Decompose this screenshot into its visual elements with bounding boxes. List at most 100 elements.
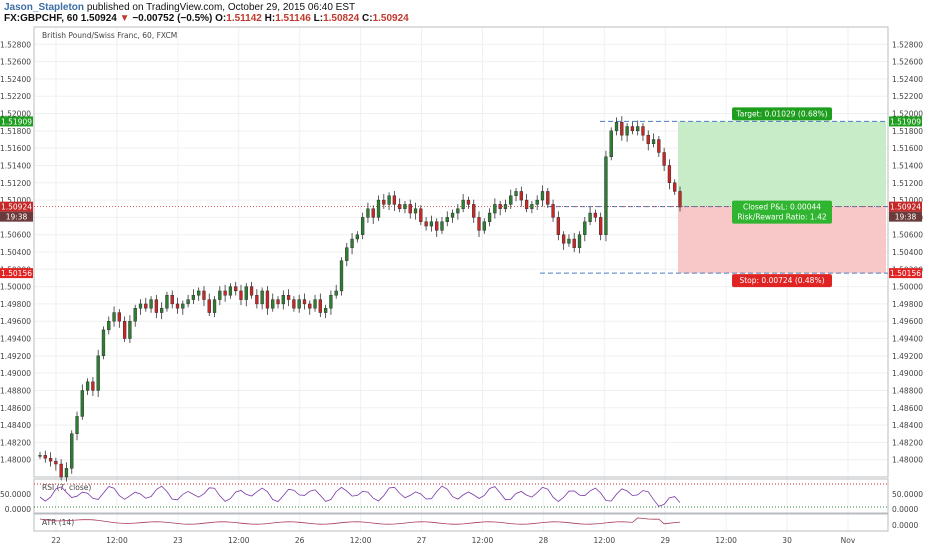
down-arrow-icon: ▼	[119, 13, 130, 24]
close-value: 1.50924	[372, 13, 409, 24]
candle-body	[64, 468, 69, 478]
high-value: 1.51146	[275, 13, 311, 24]
candle-body	[646, 134, 650, 145]
author-link[interactable]: Jason_Stapleton	[4, 2, 85, 13]
x-tick: 26	[295, 536, 305, 545]
candle-body	[38, 455, 42, 457]
candle-body	[255, 295, 259, 305]
target-price-badge-left	[0, 116, 33, 127]
candle-body	[292, 299, 296, 309]
y-tick-left: 1.48200	[0, 438, 31, 447]
candle-body	[329, 295, 333, 309]
y-tick-right: 1.49800	[892, 300, 923, 309]
y-tick-left: 1.49400	[0, 335, 31, 344]
y-tick-right: 1.52600	[892, 58, 923, 67]
y-tick-right: 1.48600	[892, 404, 923, 413]
candle-body	[212, 299, 217, 313]
candle-body	[445, 217, 449, 222]
y-tick-left: 1.51800	[0, 127, 31, 136]
candle-body	[223, 290, 227, 296]
candle-body	[599, 217, 603, 235]
x-tick: 12:00	[106, 536, 128, 545]
candle-body	[43, 455, 47, 459]
y-tick-right: 1.51600	[892, 144, 923, 153]
candle-body	[117, 312, 121, 322]
time-badge-right	[889, 211, 922, 222]
candle-body	[408, 204, 412, 214]
candle-body	[96, 355, 100, 391]
x-tick: 12:00	[350, 536, 372, 545]
candle-body	[498, 204, 502, 209]
candle-body	[567, 238, 571, 244]
candle-body	[583, 221, 587, 235]
candle-body	[487, 212, 492, 222]
candle-body	[435, 221, 439, 231]
y-tick-left: 1.52000	[0, 110, 31, 119]
candle-body	[636, 126, 640, 132]
atr-line	[39, 517, 681, 525]
candle-body	[419, 208, 423, 222]
candle-body	[519, 191, 523, 201]
candle-body	[641, 126, 645, 136]
y-tick-right: 1.49400	[892, 335, 923, 344]
chart-title: British Pound/Swiss Franc, 60, FXCM	[42, 31, 177, 40]
y-tick-left: 1.51000	[0, 196, 31, 205]
candle-body	[614, 121, 619, 132]
target-zone	[678, 121, 886, 207]
candle-body	[339, 260, 344, 292]
y-tick-left: 1.50000	[0, 283, 31, 292]
y-tick-left: 1.48800	[0, 386, 31, 395]
candle-body	[345, 247, 349, 261]
target-price-badge-right	[889, 116, 922, 127]
x-tick: 12:00	[715, 536, 737, 545]
open-value: 1.51142	[226, 13, 262, 24]
candle-body	[191, 295, 196, 300]
candle-body	[59, 463, 63, 478]
candle-body	[593, 212, 598, 218]
y-tick-right: 1.48400	[892, 421, 923, 430]
y-tick-right: 1.49200	[892, 352, 923, 361]
candle-body	[678, 191, 682, 208]
candle-body	[149, 299, 153, 309]
candle-body	[413, 208, 418, 214]
y-tick-left: 1.51200	[0, 179, 31, 188]
candle-body	[609, 130, 613, 158]
candle-body	[186, 299, 190, 305]
y-tick-right: 1.51000	[892, 196, 923, 205]
rsi-pane-frame	[33, 478, 889, 514]
stop-price-badge-left-text: 1.50156	[1, 269, 32, 278]
candle-body	[260, 290, 264, 305]
y-tick-right: 1.50400	[892, 248, 923, 257]
x-tick: 22	[51, 536, 61, 545]
y-tick-left: 1.50400	[0, 248, 31, 257]
candle-body	[392, 195, 397, 205]
candle-body	[382, 199, 386, 205]
candle-body	[154, 299, 159, 313]
x-tick: 28	[539, 536, 549, 545]
candle-body	[472, 204, 476, 218]
rsi-tick: 0.0000	[892, 505, 918, 514]
candle-body	[302, 299, 307, 305]
x-tick: 29	[660, 536, 670, 545]
candle-body	[276, 299, 280, 305]
stop-label-box	[732, 274, 832, 288]
candle-body	[85, 381, 90, 391]
candle-body	[122, 321, 127, 339]
candle-body	[101, 329, 106, 357]
candle-body	[540, 191, 545, 201]
candle-body	[323, 308, 328, 313]
candle-body	[244, 286, 248, 300]
candle-body	[355, 234, 359, 240]
last-price-badge-right	[889, 201, 922, 212]
price-change: −0.00752 (−0.5%)	[132, 13, 213, 24]
x-tick: 12:00	[593, 536, 615, 545]
last-price-badge-right-text: 1.50924	[890, 203, 921, 212]
candle-body	[651, 139, 656, 145]
candle-body	[138, 303, 143, 309]
candle-body	[482, 221, 486, 231]
y-tick-left: 1.50600	[0, 231, 31, 240]
candle-body	[175, 303, 180, 309]
target-label-box	[732, 107, 832, 121]
rsi-tick-left: 50.0000	[0, 490, 31, 499]
